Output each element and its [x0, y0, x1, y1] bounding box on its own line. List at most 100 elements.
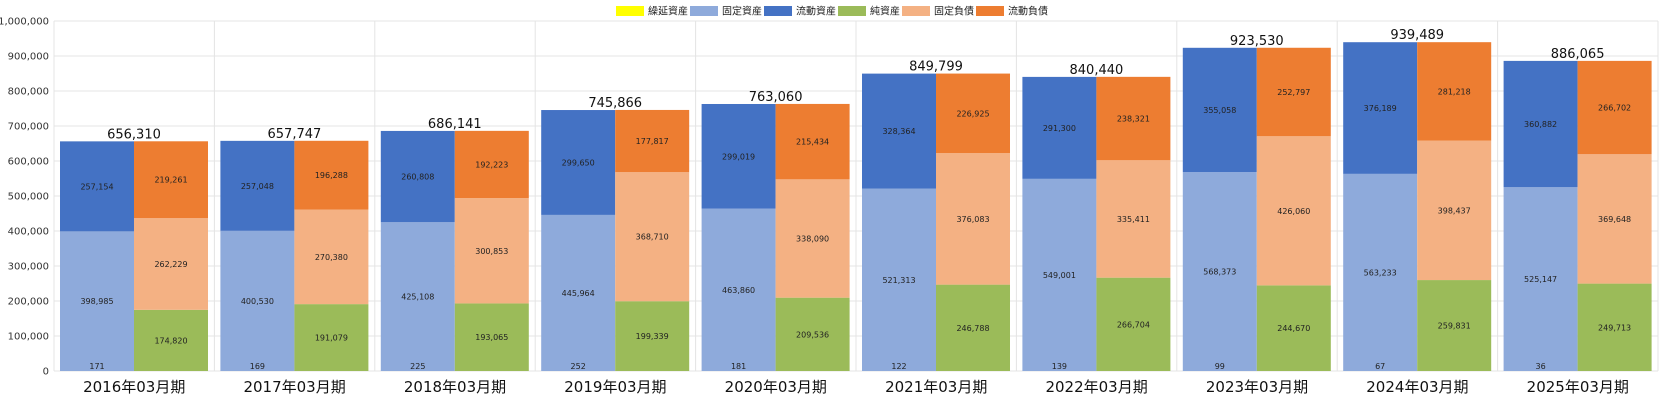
bar-segment-流動資産: [701, 103, 776, 209]
segment-value-label: 299,019: [722, 152, 755, 161]
total-label: 886,065: [1551, 47, 1605, 62]
segment-value-label: 177,817: [636, 137, 669, 146]
segment-value-label: 262,229: [154, 260, 187, 269]
bottom-value-label: 139: [1052, 362, 1067, 371]
bar-segment-流動資産: [380, 130, 455, 223]
y-tick-label: 300,000: [8, 262, 49, 273]
bar-segment-固定資産: [541, 214, 616, 371]
segment-value-label: 266,702: [1598, 104, 1631, 113]
bottom-value-label: 36: [1536, 362, 1546, 371]
segment-value-label: 463,860: [722, 286, 755, 295]
x-category-label: 2018年03月期: [404, 378, 506, 396]
x-category-label: 2023年03月期: [1206, 378, 1308, 396]
segment-value-label: 196,288: [315, 171, 348, 180]
segment-value-label: 368,710: [636, 233, 669, 242]
bar-segment-流動負債: [1577, 60, 1652, 155]
segment-value-label: 257,154: [80, 182, 113, 191]
bar-segment-固定負債: [1256, 136, 1331, 286]
x-category-label: 2024年03月期: [1366, 378, 1468, 396]
bar-segment-純資産: [1256, 285, 1331, 371]
bottom-value-label: 122: [891, 362, 906, 371]
segment-value-label: 525,147: [1524, 275, 1557, 284]
legend-label: 流動負債: [1008, 5, 1048, 18]
bar-segment-固定負債: [134, 218, 208, 310]
segment-value-label: 215,434: [796, 138, 829, 147]
segment-value-label: 192,223: [475, 160, 508, 169]
segment-value-label: 199,339: [636, 332, 669, 341]
bar-segment-固定資産: [220, 230, 295, 371]
bar-segment-固定負債: [1096, 160, 1171, 278]
total-label: 840,440: [1070, 63, 1124, 78]
segment-value-label: 246,788: [956, 324, 989, 333]
y-tick-label: 700,000: [8, 122, 49, 133]
x-category-label: 2022年03月期: [1045, 378, 1147, 396]
bar-segment-純資産: [615, 301, 690, 371]
y-tick-label: 0: [43, 367, 49, 378]
legend-item: 固定資産: [690, 5, 762, 18]
total-label: 849,799: [909, 60, 963, 75]
bottom-value-label: 67: [1375, 362, 1385, 371]
segment-value-label: 335,411: [1117, 215, 1150, 224]
bar-segment-純資産: [1096, 277, 1171, 371]
segment-value-label: 425,108: [401, 293, 434, 302]
segment-value-label: 226,925: [956, 109, 989, 118]
y-tick-label: 800,000: [8, 87, 49, 98]
segment-value-label: 209,536: [796, 330, 829, 339]
x-category-label: 2017年03月期: [243, 378, 345, 396]
bar-segment-流動資産: [60, 141, 134, 232]
segment-value-label: 191,079: [315, 334, 348, 343]
segment-value-label: 426,060: [1277, 207, 1310, 216]
bar-segment-流動資産: [1022, 76, 1097, 179]
total-label: 657,747: [268, 127, 322, 142]
y-tick-label: 900,000: [8, 52, 49, 63]
bar-segment-純資産: [936, 284, 1010, 371]
bar-segment-純資産: [1577, 283, 1652, 371]
segment-value-label: 360,882: [1524, 120, 1557, 129]
axis-layer: 0 100,000 200,000 300,000 400,000 500,000 600,…: [0, 17, 1629, 397]
bar-segment-固定負債: [775, 179, 850, 298]
bar-segment-純資産: [775, 297, 850, 371]
bar-segment-流動資産: [220, 140, 295, 231]
bar-segment-固定負債: [1417, 140, 1492, 281]
bar-segment-固定資産: [862, 188, 936, 371]
total-label: 686,141: [428, 117, 482, 132]
segment-value-label: 549,001: [1043, 271, 1076, 280]
bar-segment-純資産: [134, 309, 208, 371]
legend-item: 固定負債: [902, 5, 974, 18]
segment-value-label: 376,083: [956, 215, 989, 224]
bar-segment-流動負債: [294, 140, 369, 210]
bar-segment-流動資産: [541, 110, 616, 215]
y-tick-label: 100,000: [8, 332, 49, 343]
bar-segment-固定負債: [1577, 154, 1652, 284]
bar-segment-純資産: [1417, 280, 1492, 371]
bottom-value-label: 169: [250, 362, 265, 371]
legend-item: 流動負債: [976, 5, 1048, 18]
bar-segment-流動負債: [936, 73, 1010, 153]
legend-swatch: [902, 6, 930, 16]
total-label: 923,530: [1230, 34, 1284, 49]
bar-segment-固定負債: [454, 198, 529, 304]
segment-value-label: 238,321: [1117, 115, 1150, 124]
legend-label: 繰延資産: [648, 5, 688, 18]
segment-value-label: 299,650: [562, 158, 595, 167]
bar-segment-固定負債: [294, 209, 369, 305]
total-label: 656,310: [107, 127, 161, 142]
segment-value-label: 174,820: [154, 336, 187, 345]
bar-segment-純資産: [294, 304, 369, 371]
bar-segment-流動資産: [862, 73, 936, 189]
x-category-label: 2016年03月期: [83, 378, 185, 396]
legend-label: 固定負債: [934, 5, 974, 18]
segment-value-label: 400,530: [241, 297, 274, 306]
segment-value-label: 193,065: [475, 333, 508, 342]
segment-value-label: 244,670: [1277, 324, 1310, 333]
x-category-label: 2021年03月期: [885, 378, 987, 396]
y-tick-label: 200,000: [8, 297, 49, 308]
segment-value-label: 445,964: [562, 289, 595, 298]
y-tick-label: 400,000: [8, 227, 49, 238]
bar-segment-流動負債: [134, 141, 208, 219]
bottom-value-label: 99: [1215, 362, 1225, 371]
bar-segment-流動負債: [775, 103, 850, 180]
legend: 繰延資産 固定資産 流動資産 純資産 固定負債 流動負債: [616, 5, 1048, 18]
bar-segment-流動資産: [1182, 47, 1257, 173]
bar-segment-固定負債: [615, 172, 690, 302]
